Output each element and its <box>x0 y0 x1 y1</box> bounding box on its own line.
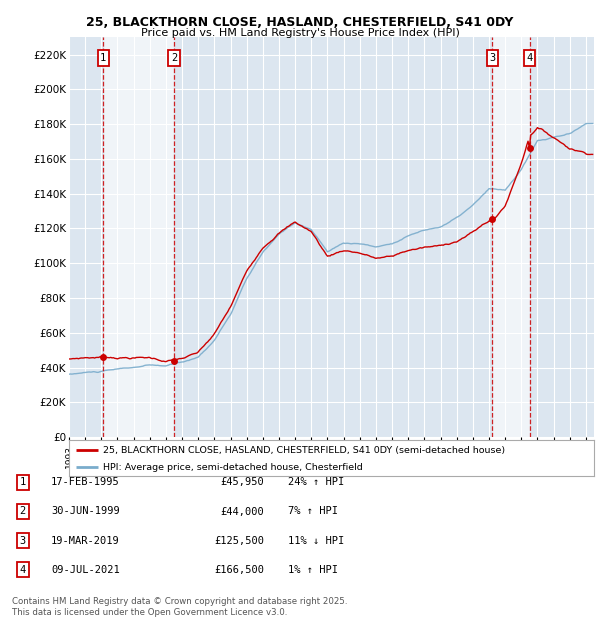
Text: 11% ↓ HPI: 11% ↓ HPI <box>288 536 344 546</box>
Text: 09-JUL-2021: 09-JUL-2021 <box>51 565 120 575</box>
Text: 1% ↑ HPI: 1% ↑ HPI <box>288 565 338 575</box>
Text: 4: 4 <box>527 53 533 63</box>
Text: 25, BLACKTHORN CLOSE, HASLAND, CHESTERFIELD, S41 0DY: 25, BLACKTHORN CLOSE, HASLAND, CHESTERFI… <box>86 16 514 29</box>
Text: £166,500: £166,500 <box>214 565 264 575</box>
Text: 3: 3 <box>489 53 496 63</box>
Bar <box>174 37 493 437</box>
Text: 7% ↑ HPI: 7% ↑ HPI <box>288 507 338 516</box>
Text: 17-FEB-1995: 17-FEB-1995 <box>51 477 120 487</box>
Text: £125,500: £125,500 <box>214 536 264 546</box>
Text: Contains HM Land Registry data © Crown copyright and database right 2025.
This d: Contains HM Land Registry data © Crown c… <box>12 598 347 617</box>
Text: 25, BLACKTHORN CLOSE, HASLAND, CHESTERFIELD, S41 0DY (semi-detached house): 25, BLACKTHORN CLOSE, HASLAND, CHESTERFI… <box>103 446 505 454</box>
Text: £44,000: £44,000 <box>220 507 264 516</box>
Text: Price paid vs. HM Land Registry's House Price Index (HPI): Price paid vs. HM Land Registry's House … <box>140 28 460 38</box>
Bar <box>530 37 594 437</box>
Text: 2: 2 <box>171 53 177 63</box>
Bar <box>69 37 103 437</box>
Text: 19-MAR-2019: 19-MAR-2019 <box>51 536 120 546</box>
Text: 4: 4 <box>20 565 26 575</box>
Text: HPI: Average price, semi-detached house, Chesterfield: HPI: Average price, semi-detached house,… <box>103 463 363 472</box>
Text: 30-JUN-1999: 30-JUN-1999 <box>51 507 120 516</box>
Text: £45,950: £45,950 <box>220 477 264 487</box>
Text: 1: 1 <box>100 53 106 63</box>
Text: 1: 1 <box>20 477 26 487</box>
Text: 24% ↑ HPI: 24% ↑ HPI <box>288 477 344 487</box>
Text: 2: 2 <box>20 507 26 516</box>
Text: 3: 3 <box>20 536 26 546</box>
